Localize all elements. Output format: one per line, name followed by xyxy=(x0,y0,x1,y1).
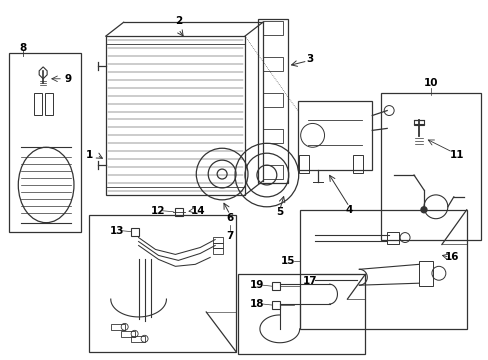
Bar xyxy=(263,129,282,143)
Bar xyxy=(298,155,308,173)
Bar xyxy=(105,36,244,195)
Text: 14: 14 xyxy=(190,206,205,216)
Bar xyxy=(271,301,279,309)
Text: 17: 17 xyxy=(302,276,316,286)
Text: 12: 12 xyxy=(151,206,165,216)
Bar xyxy=(257,19,287,183)
Bar xyxy=(297,100,371,170)
Bar xyxy=(263,93,282,107)
Bar xyxy=(34,93,42,114)
Text: 9: 9 xyxy=(64,74,71,84)
Bar xyxy=(130,336,144,342)
Text: 6: 6 xyxy=(226,213,233,223)
Bar xyxy=(89,215,236,352)
Text: 15: 15 xyxy=(280,256,294,266)
Bar xyxy=(263,165,282,179)
Text: 19: 19 xyxy=(249,280,264,290)
Bar xyxy=(299,210,466,329)
Bar xyxy=(213,243,223,248)
Bar xyxy=(381,93,480,239)
Bar xyxy=(263,57,282,71)
Bar xyxy=(9,53,81,231)
Text: 18: 18 xyxy=(249,299,264,309)
Bar xyxy=(271,282,279,290)
Bar xyxy=(45,93,53,114)
Bar xyxy=(418,261,432,286)
Text: 5: 5 xyxy=(276,207,283,217)
Text: 4: 4 xyxy=(345,205,352,215)
Bar xyxy=(413,121,423,125)
Bar xyxy=(111,324,124,330)
Bar xyxy=(213,248,223,255)
Text: 16: 16 xyxy=(444,252,458,262)
Bar xyxy=(130,228,138,235)
Circle shape xyxy=(420,207,426,213)
Text: 13: 13 xyxy=(109,226,124,235)
Bar xyxy=(263,21,282,35)
Text: 10: 10 xyxy=(423,78,437,88)
Bar xyxy=(386,231,398,243)
Bar xyxy=(175,208,183,216)
Text: 1: 1 xyxy=(86,150,93,160)
Bar xyxy=(238,274,365,354)
Text: 2: 2 xyxy=(174,16,182,26)
Bar xyxy=(353,155,363,173)
Bar xyxy=(213,237,223,243)
Text: 7: 7 xyxy=(226,230,233,240)
Text: 11: 11 xyxy=(448,150,463,160)
Bar xyxy=(121,331,134,337)
Text: 8: 8 xyxy=(20,43,27,53)
Text: 3: 3 xyxy=(305,54,313,64)
